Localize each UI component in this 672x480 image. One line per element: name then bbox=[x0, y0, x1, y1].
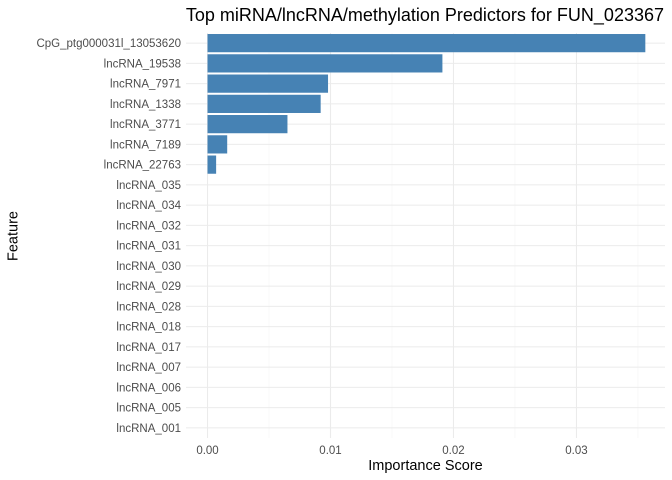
y-tick-label: lncRNA_006 bbox=[116, 382, 181, 394]
y-tick-label: lncRNA_001 bbox=[116, 423, 181, 435]
grid bbox=[186, 33, 665, 438]
y-tick-label: lncRNA_017 bbox=[116, 342, 181, 354]
y-tick-label: lncRNA_029 bbox=[116, 281, 181, 293]
y-tick-label: lncRNA_7971 bbox=[110, 79, 181, 91]
bar-lncRNA_22763 bbox=[207, 155, 217, 174]
y-tick-label: lncRNA_3771 bbox=[110, 119, 181, 131]
y-tick-label: lncRNA_1338 bbox=[110, 99, 181, 111]
bar-CpG_ptg000031l_13053620 bbox=[207, 34, 646, 53]
y-tick-label: lncRNA_030 bbox=[116, 261, 181, 273]
bar-lncRNA_7971 bbox=[207, 74, 329, 93]
y-axis-title: Feature bbox=[6, 211, 22, 261]
bar-lncRNA_1338 bbox=[207, 94, 321, 113]
x-tick-label: 0.02 bbox=[442, 445, 464, 457]
y-tick-label: lncRNA_22763 bbox=[104, 160, 181, 172]
y-tick-label: lncRNA_7189 bbox=[110, 139, 181, 151]
y-tick-label: lncRNA_034 bbox=[116, 200, 181, 212]
y-tick-label: lncRNA_19538 bbox=[104, 58, 181, 70]
y-tick-label: lncRNA_028 bbox=[116, 301, 181, 313]
bar-lncRNA_3771 bbox=[207, 115, 288, 134]
bar-lncRNA_19538 bbox=[207, 54, 443, 73]
x-tick-labels: 0.00 0.01 0.02 0.03 bbox=[196, 445, 587, 457]
chart-title: Top miRNA/lncRNA/methylation Predictors … bbox=[186, 5, 664, 26]
y-tick-labels: CpG_ptg000031l_13053620 lncRNA_19538 lncRN… bbox=[36, 38, 181, 435]
x-axis-title: Importance Score bbox=[368, 458, 482, 474]
y-tick-label: lncRNA_032 bbox=[116, 220, 181, 232]
x-tick-label: 0.00 bbox=[196, 445, 218, 457]
y-tick-label: lncRNA_018 bbox=[116, 322, 181, 334]
y-tick-label: lncRNA_005 bbox=[116, 403, 181, 415]
y-tick-label: lncRNA_007 bbox=[116, 362, 181, 374]
y-tick-label: lncRNA_031 bbox=[116, 241, 181, 253]
x-tick-label: 0.01 bbox=[319, 445, 341, 457]
y-tick-label: lncRNA_035 bbox=[116, 180, 181, 192]
bars bbox=[207, 34, 646, 174]
bar-lncRNA_7189 bbox=[207, 135, 228, 154]
y-tick-label: CpG_ptg000031l_13053620 bbox=[36, 38, 181, 50]
x-tick-label: 0.03 bbox=[565, 445, 587, 457]
